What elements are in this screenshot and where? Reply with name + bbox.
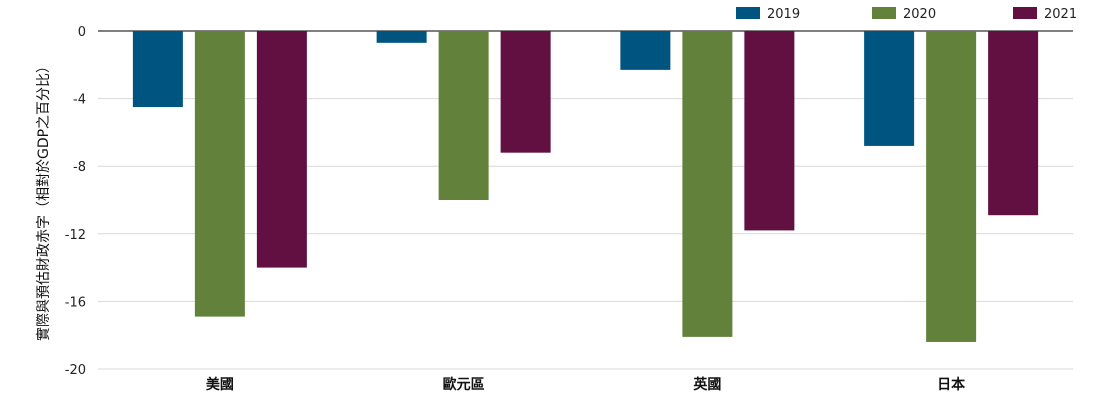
bar-2020-3 [926, 31, 977, 342]
bar-2019-3 [864, 31, 915, 146]
bar-2021-2 [744, 31, 795, 231]
bar-2019-1 [376, 31, 427, 43]
bar-2019-0 [132, 31, 183, 108]
x-axis: 美國 歐元區 英國 日本 [206, 376, 966, 393]
legend-label: 2021 [1044, 7, 1077, 22]
y-tick-label: 0 [78, 25, 86, 40]
bar-2021-1 [500, 31, 551, 153]
y-tick-label: -16 [65, 295, 86, 310]
x-tick-label: 英國 [692, 376, 721, 393]
bar-2020-2 [682, 31, 733, 337]
y-axis-label: 實際與預估財政赤字（相對於GDP之百分比） [35, 59, 52, 341]
bar-2020-0 [194, 31, 245, 317]
legend-swatch-2020 [872, 7, 896, 19]
legend-swatch-2019 [736, 7, 760, 19]
bar-2019-2 [620, 31, 671, 70]
legend-label: 2019 [767, 7, 800, 22]
legend-label: 2020 [903, 7, 936, 22]
x-tick-label: 日本 [937, 376, 966, 393]
y-tick-label: -8 [73, 160, 86, 175]
bars [132, 31, 1039, 342]
bar-2020-1 [438, 31, 489, 200]
y-axis: 0 -4 -8 -12 -16 -20 [65, 25, 86, 378]
legend: 2019 2020 2021 [736, 7, 1077, 22]
bar-2021-0 [256, 31, 307, 268]
bar-2021-3 [988, 31, 1039, 216]
y-tick-label: -20 [65, 363, 86, 378]
legend-swatch-2021 [1013, 7, 1037, 19]
y-tick-label: -12 [65, 228, 86, 243]
x-tick-label: 歐元區 [443, 376, 485, 393]
x-tick-label: 美國 [206, 376, 234, 393]
y-tick-label: -4 [73, 93, 86, 108]
